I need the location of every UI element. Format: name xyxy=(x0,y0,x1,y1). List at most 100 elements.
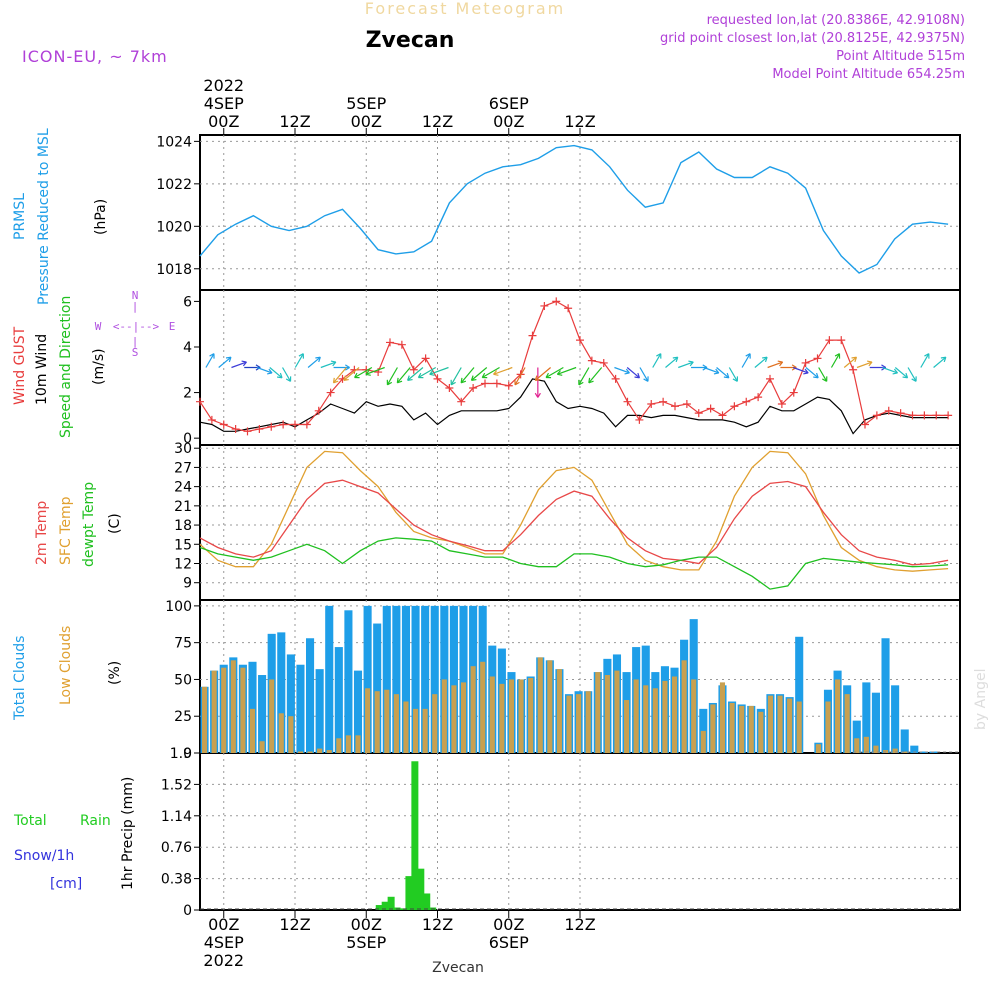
wind-dir-head-10 xyxy=(344,364,350,371)
wind-dir-head-7 xyxy=(298,353,304,359)
wind-dir-head-13 xyxy=(354,372,360,379)
wind-dir-arrow-44 xyxy=(767,361,783,369)
wind-dir-arrow-1 xyxy=(218,356,232,368)
total-cloud-bar-13 xyxy=(325,605,334,753)
wind-dir-head-18 xyxy=(417,372,424,379)
temperature-series xyxy=(199,450,949,590)
gust-marker-17 xyxy=(397,340,406,349)
total-cloud-bar-27 xyxy=(459,605,468,753)
total-cloud-bar-74 xyxy=(910,745,919,753)
total-cloud-bar-15 xyxy=(344,610,353,753)
total-cloud-bar-21 xyxy=(401,605,411,753)
gust-marker-37 xyxy=(635,415,644,424)
wind-dir-arrow-13 xyxy=(354,366,373,379)
top-time-label-3: 12Z xyxy=(422,112,453,131)
low-cloud-bar-48 xyxy=(662,680,668,753)
wind-dir-arrow-37 xyxy=(678,361,694,369)
bottom-time-label-2: 00Z xyxy=(351,915,382,934)
low-cloud-bar-21 xyxy=(403,701,409,753)
low-cloud-bar-28 xyxy=(470,666,476,753)
gust-marker-58 xyxy=(884,406,893,415)
bottom-year-label-0: 2022 xyxy=(203,951,244,970)
wind-dir-head-54 xyxy=(902,372,909,379)
wind-dir-head-27 xyxy=(534,375,541,381)
bottom-time-label-4: 00Z xyxy=(493,915,524,934)
top-time-label-0: 00Z xyxy=(208,112,239,131)
gust-marker-46 xyxy=(742,397,751,406)
wind-dir-head-0 xyxy=(209,353,215,359)
wind-dir-arrow-17 xyxy=(407,367,424,381)
rain-bar-7 xyxy=(417,868,425,910)
wind-series xyxy=(196,297,953,436)
ytick-label-temp-2: 15 xyxy=(174,537,192,553)
wind-dir-head-43 xyxy=(762,356,768,363)
gust-marker-53 xyxy=(825,336,834,345)
wind-dir-arrow-41 xyxy=(728,367,738,382)
wind-dir-arrow-14 xyxy=(365,366,385,375)
wind-dir-head-11 xyxy=(332,377,339,384)
wind-dir-head-5 xyxy=(276,372,283,379)
wind-dir-head-17 xyxy=(407,375,413,381)
wind-dir-arrow-56 xyxy=(920,353,930,368)
total-cloud-bar-10 xyxy=(296,664,305,753)
precip-labels: Total Rain Snow/1h [cm] 1hr Precip (mm) xyxy=(13,777,136,892)
total-cloud-bar-71 xyxy=(881,638,890,753)
wind-dir-arrow-54 xyxy=(894,367,908,379)
temp-labels: 2m Temp SFC Temp dewpt Temp (C) xyxy=(34,482,123,567)
wind-dir-arrow-8 xyxy=(307,356,321,368)
bottom-day-label-0: 4SEP xyxy=(204,933,244,952)
low-cloud-bar-26 xyxy=(451,685,457,753)
gust-marker-19 xyxy=(421,354,430,363)
low-cloud-bar-72 xyxy=(892,748,898,753)
low-cloud-bar-13 xyxy=(326,750,332,753)
wind10m-label: 10m Wind xyxy=(34,334,50,405)
gust-marker-48 xyxy=(766,374,774,383)
wind-dir-arrow-43 xyxy=(754,356,768,368)
low-cloud-bar-4 xyxy=(240,667,246,753)
gust-marker-29 xyxy=(540,301,549,310)
wind-dir-head-20 xyxy=(450,379,456,386)
ytick-label-temp-3: 18 xyxy=(174,518,192,534)
low-cloud-bar-22 xyxy=(413,708,419,753)
point-altitude: Point Altitude 515m xyxy=(836,49,965,64)
clouds-unit-label: (%) xyxy=(107,661,123,685)
low-cloud-bar-69 xyxy=(863,736,869,753)
wind-dir-head-4 xyxy=(267,368,273,375)
total-cloud-bar-11 xyxy=(306,638,315,753)
wind-dir-arrow-42 xyxy=(741,353,751,368)
gridpoint-coords: grid point closest lon,lat (20.8125E, 42… xyxy=(660,31,965,46)
low-cloud-bar-30 xyxy=(489,676,495,753)
gust-marker-42 xyxy=(694,409,703,418)
product-title: Forecast Meteogram xyxy=(365,0,565,18)
low-cloud-bar-65 xyxy=(825,701,831,753)
total-cloud-bar-16 xyxy=(353,670,363,753)
wind-dir-head-1 xyxy=(225,356,232,363)
gust-marker-9 xyxy=(302,420,311,429)
rain-bar-1 xyxy=(381,901,389,910)
gust-marker-35 xyxy=(611,374,620,383)
rain-bar-6 xyxy=(411,761,419,910)
low-cloud-bar-33 xyxy=(518,679,524,753)
ytick-label-clouds-2: 50 xyxy=(174,672,192,688)
low-cloud-bar-36 xyxy=(547,660,553,753)
total-cloud-bar-70 xyxy=(871,692,880,753)
svg-text:|: | xyxy=(132,335,139,348)
gust-marker-43 xyxy=(706,404,715,413)
total-cloud-bar-75 xyxy=(919,751,928,753)
low-cloud-bar-70 xyxy=(873,745,879,753)
wind-dir-head-40 xyxy=(723,372,730,379)
low-cloud-bar-61 xyxy=(787,698,793,753)
bottom-time-label-3: 12Z xyxy=(422,915,453,934)
gust-marker-41 xyxy=(682,399,691,408)
wind-dir-head-53 xyxy=(892,368,899,375)
wind-unit-label: (m/s) xyxy=(91,348,107,385)
ytick-label-precip-4: 1.52 xyxy=(161,777,192,793)
wind-dir-arrow-32 xyxy=(614,366,630,374)
low-cloud-bar-58 xyxy=(758,711,764,753)
ytick-label-pressure-1: 1020 xyxy=(156,219,192,235)
low-cloud-bar-40 xyxy=(585,691,591,753)
gust-marker-4 xyxy=(243,427,252,436)
low-cloud-bar-47 xyxy=(652,688,658,753)
precip-bars xyxy=(200,761,960,910)
